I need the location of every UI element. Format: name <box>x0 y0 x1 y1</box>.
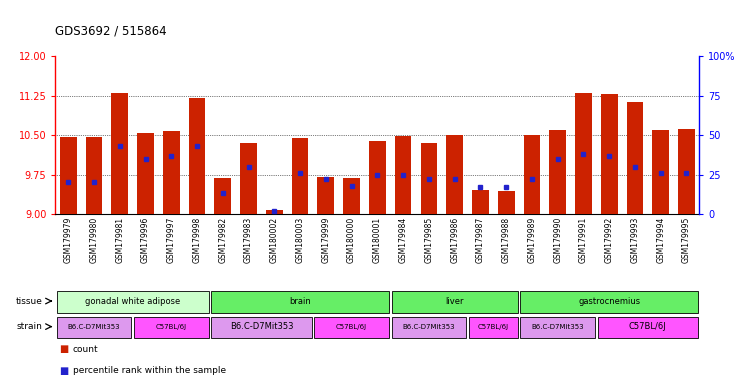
Bar <box>134 317 209 338</box>
Bar <box>266 210 283 214</box>
Text: tissue: tissue <box>16 296 43 306</box>
Bar <box>598 317 698 338</box>
Text: strain: strain <box>16 322 43 331</box>
Text: B6.C-D7Mit353: B6.C-D7Mit353 <box>67 324 120 329</box>
Bar <box>215 178 231 214</box>
Bar <box>57 291 209 313</box>
Text: gonadal white adipose: gonadal white adipose <box>85 296 180 306</box>
Text: ■: ■ <box>59 344 68 354</box>
Text: B6.C-D7Mit353: B6.C-D7Mit353 <box>402 324 456 329</box>
Text: C57BL/6J: C57BL/6J <box>478 324 509 329</box>
Bar <box>575 93 592 214</box>
Text: GDS3692 / 515864: GDS3692 / 515864 <box>55 24 167 37</box>
Bar <box>498 191 515 214</box>
Text: B6.C-D7Mit353: B6.C-D7Mit353 <box>230 322 293 331</box>
Bar <box>240 143 257 214</box>
Text: brain: brain <box>289 296 311 306</box>
Bar <box>188 98 206 214</box>
Text: C57BL/6J: C57BL/6J <box>629 322 666 331</box>
Text: count: count <box>73 345 98 354</box>
Bar <box>524 135 540 214</box>
Bar <box>317 177 334 214</box>
Bar <box>111 93 128 214</box>
Bar <box>369 141 386 214</box>
Bar <box>211 317 312 338</box>
Text: ■: ■ <box>59 366 68 376</box>
Bar <box>627 102 643 214</box>
Bar <box>391 317 466 338</box>
Text: gastrocnemius: gastrocnemius <box>578 296 640 306</box>
Text: liver: liver <box>445 296 464 306</box>
Bar <box>469 317 518 338</box>
Bar <box>137 132 154 214</box>
Bar <box>85 137 102 214</box>
Bar <box>292 138 308 214</box>
Bar <box>652 130 669 214</box>
Bar <box>60 137 76 214</box>
Bar <box>211 291 389 313</box>
Bar <box>521 317 595 338</box>
Bar <box>447 135 463 214</box>
Text: C57BL/6J: C57BL/6J <box>336 324 367 329</box>
Bar <box>395 136 411 214</box>
Bar <box>57 317 132 338</box>
Bar <box>314 317 389 338</box>
Bar <box>420 143 438 214</box>
Bar <box>472 190 488 214</box>
Bar <box>343 178 360 214</box>
Bar <box>163 131 180 214</box>
Bar <box>521 291 698 313</box>
Bar <box>391 291 518 313</box>
Text: B6.C-D7Mit353: B6.C-D7Mit353 <box>531 324 584 329</box>
Text: percentile rank within the sample: percentile rank within the sample <box>73 366 226 375</box>
Text: C57BL/6J: C57BL/6J <box>156 324 187 329</box>
Bar <box>601 94 618 214</box>
Bar <box>678 129 695 214</box>
Bar <box>549 130 566 214</box>
